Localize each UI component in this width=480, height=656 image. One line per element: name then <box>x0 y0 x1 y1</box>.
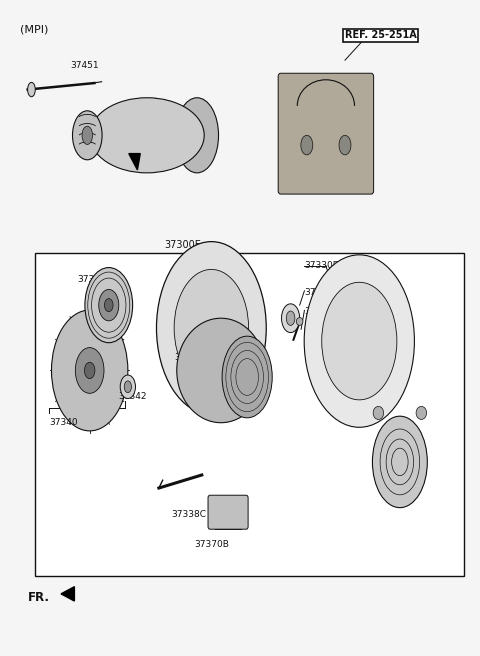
Ellipse shape <box>105 298 113 312</box>
Ellipse shape <box>296 318 303 325</box>
Text: 37340: 37340 <box>49 419 78 427</box>
Text: (MPI): (MPI) <box>21 24 49 34</box>
Text: 37367C: 37367C <box>175 353 210 362</box>
Ellipse shape <box>281 304 300 333</box>
FancyBboxPatch shape <box>278 73 373 194</box>
Ellipse shape <box>28 83 35 96</box>
Text: 37451: 37451 <box>71 61 99 70</box>
Ellipse shape <box>372 416 427 508</box>
FancyBboxPatch shape <box>208 495 248 529</box>
Text: 37342: 37342 <box>118 392 147 401</box>
Ellipse shape <box>156 241 266 415</box>
Text: REF. 25-251A: REF. 25-251A <box>345 30 417 41</box>
Ellipse shape <box>339 135 351 155</box>
Text: 37370B: 37370B <box>194 541 229 549</box>
Ellipse shape <box>301 135 313 155</box>
Text: 37338C: 37338C <box>171 510 206 519</box>
Bar <box>35 253 464 576</box>
Ellipse shape <box>51 310 128 431</box>
Text: 37390B: 37390B <box>345 412 380 420</box>
Ellipse shape <box>75 348 104 394</box>
Text: 37321B: 37321B <box>78 274 112 283</box>
Text: 37332: 37332 <box>304 307 333 316</box>
Ellipse shape <box>286 311 295 325</box>
Text: 37334: 37334 <box>304 287 333 297</box>
Ellipse shape <box>304 255 414 427</box>
Text: 37330E: 37330E <box>304 262 339 270</box>
Text: 37300E: 37300E <box>164 240 201 250</box>
Ellipse shape <box>85 268 132 342</box>
Ellipse shape <box>416 406 427 419</box>
Polygon shape <box>129 154 140 170</box>
Ellipse shape <box>222 336 272 418</box>
Ellipse shape <box>82 126 93 144</box>
Ellipse shape <box>322 282 397 400</box>
Ellipse shape <box>84 362 95 379</box>
Text: FR.: FR. <box>28 590 49 604</box>
Ellipse shape <box>176 98 218 173</box>
Ellipse shape <box>72 111 102 160</box>
Ellipse shape <box>90 98 204 173</box>
Ellipse shape <box>120 375 135 399</box>
Ellipse shape <box>124 381 132 393</box>
Ellipse shape <box>99 289 119 321</box>
Polygon shape <box>61 586 74 601</box>
Ellipse shape <box>174 270 249 386</box>
Ellipse shape <box>177 318 265 422</box>
Ellipse shape <box>373 406 384 419</box>
